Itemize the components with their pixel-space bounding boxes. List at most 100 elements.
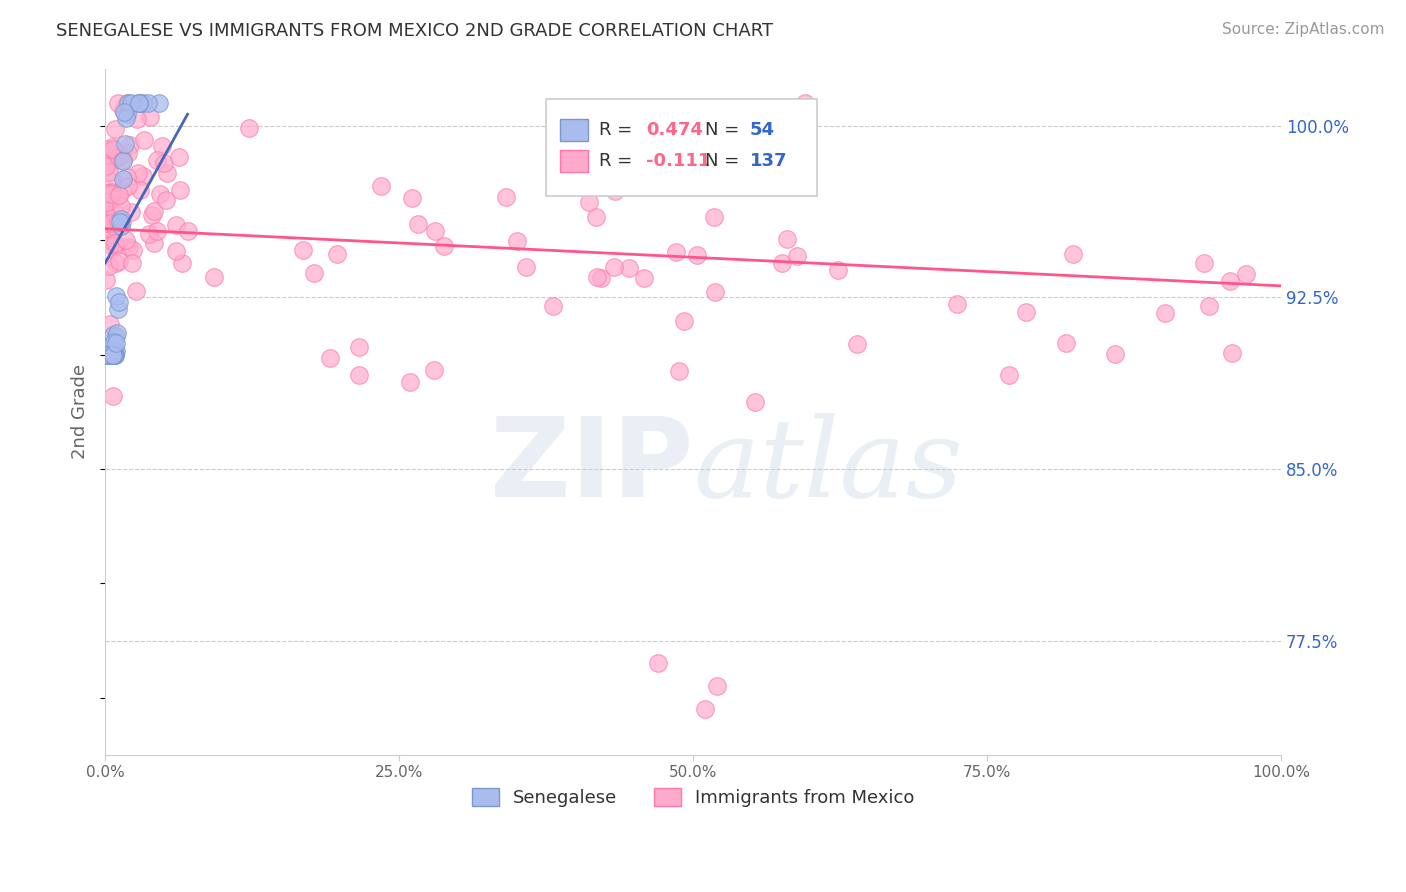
Point (302, 266, 325, 280)
Point (103, 328, 125, 343)
Point (827, 263, 849, 277)
Point (96, 159, 118, 173)
Point (589, 271, 612, 285)
Text: ZIP: ZIP (489, 413, 693, 520)
Point (139, 110, 162, 124)
Text: atlas: atlas (693, 413, 963, 520)
Point (1220, 346, 1243, 360)
Point (97, 259, 120, 273)
Point (118, 240, 141, 254)
Point (586, 270, 609, 285)
Point (1198, 300, 1220, 314)
Point (165, 219, 187, 233)
Point (136, 95, 159, 110)
Point (793, 95, 815, 110)
Point (703, 285, 725, 300)
Point (100, 347, 122, 361)
Point (96, 347, 118, 361)
Point (100, 216, 122, 230)
Point (776, 232, 799, 246)
Point (744, 394, 766, 409)
Point (647, 153, 669, 168)
Point (111, 153, 134, 167)
Point (117, 95, 139, 110)
Point (96, 273, 118, 287)
Point (401, 191, 423, 205)
Point (128, 95, 150, 110)
Point (703, 210, 725, 224)
Point (668, 364, 690, 378)
Point (117, 146, 139, 161)
Point (104, 288, 127, 302)
Point (107, 95, 129, 110)
Point (665, 245, 688, 260)
Point (98, 347, 121, 361)
Point (111, 215, 134, 229)
Point (120, 205, 142, 219)
Text: -0.111: -0.111 (645, 153, 710, 170)
Point (165, 244, 187, 258)
Point (96, 216, 118, 230)
Point (120, 137, 142, 152)
Point (115, 111, 138, 125)
Point (100, 232, 122, 246)
Point (1234, 268, 1257, 282)
Point (107, 188, 129, 202)
Point (112, 103, 135, 117)
Point (98, 165, 121, 179)
Point (110, 183, 132, 197)
Point (155, 193, 177, 207)
Point (110, 199, 132, 213)
Point (96, 208, 118, 222)
Point (617, 260, 640, 275)
Point (945, 297, 967, 311)
Point (169, 183, 191, 197)
Point (100, 193, 122, 207)
Point (104, 335, 127, 350)
Point (515, 260, 537, 275)
Text: N =: N = (704, 153, 745, 170)
Point (97, 347, 120, 361)
Point (495, 190, 517, 204)
Point (127, 112, 149, 127)
Point (98, 347, 121, 361)
FancyBboxPatch shape (546, 99, 817, 195)
Point (1219, 273, 1241, 287)
Point (105, 329, 128, 343)
Point (633, 271, 655, 285)
Point (104, 347, 127, 361)
Point (96, 186, 118, 201)
Text: R =: R = (599, 121, 638, 139)
Text: Source: ZipAtlas.com: Source: ZipAtlas.com (1222, 22, 1385, 37)
Point (1062, 247, 1084, 261)
Point (107, 302, 129, 317)
Point (96, 206, 118, 220)
Point (607, 129, 630, 144)
Point (423, 224, 446, 238)
Point (153, 155, 176, 169)
Text: SENEGALESE VS IMMIGRANTS FROM MEXICO 2ND GRADE CORRELATION CHART: SENEGALESE VS IMMIGRANTS FROM MEXICO 2ND… (56, 22, 773, 40)
Point (121, 244, 143, 258)
Point (103, 345, 125, 359)
Text: 0.474: 0.474 (645, 121, 703, 139)
Point (97, 347, 120, 361)
Point (706, 679, 728, 693)
Point (1192, 255, 1215, 269)
Point (101, 347, 124, 361)
Point (107, 188, 129, 202)
Point (115, 107, 138, 121)
Point (673, 314, 696, 328)
Point (319, 351, 342, 365)
Text: 137: 137 (749, 153, 787, 170)
Point (101, 175, 124, 189)
Point (146, 223, 169, 237)
Point (603, 260, 626, 274)
Point (96, 195, 118, 210)
Point (121, 255, 143, 269)
Point (134, 133, 156, 147)
Point (686, 248, 709, 262)
Point (98, 186, 121, 200)
Text: R =: R = (599, 153, 638, 170)
Point (97, 347, 120, 361)
Point (603, 184, 626, 198)
